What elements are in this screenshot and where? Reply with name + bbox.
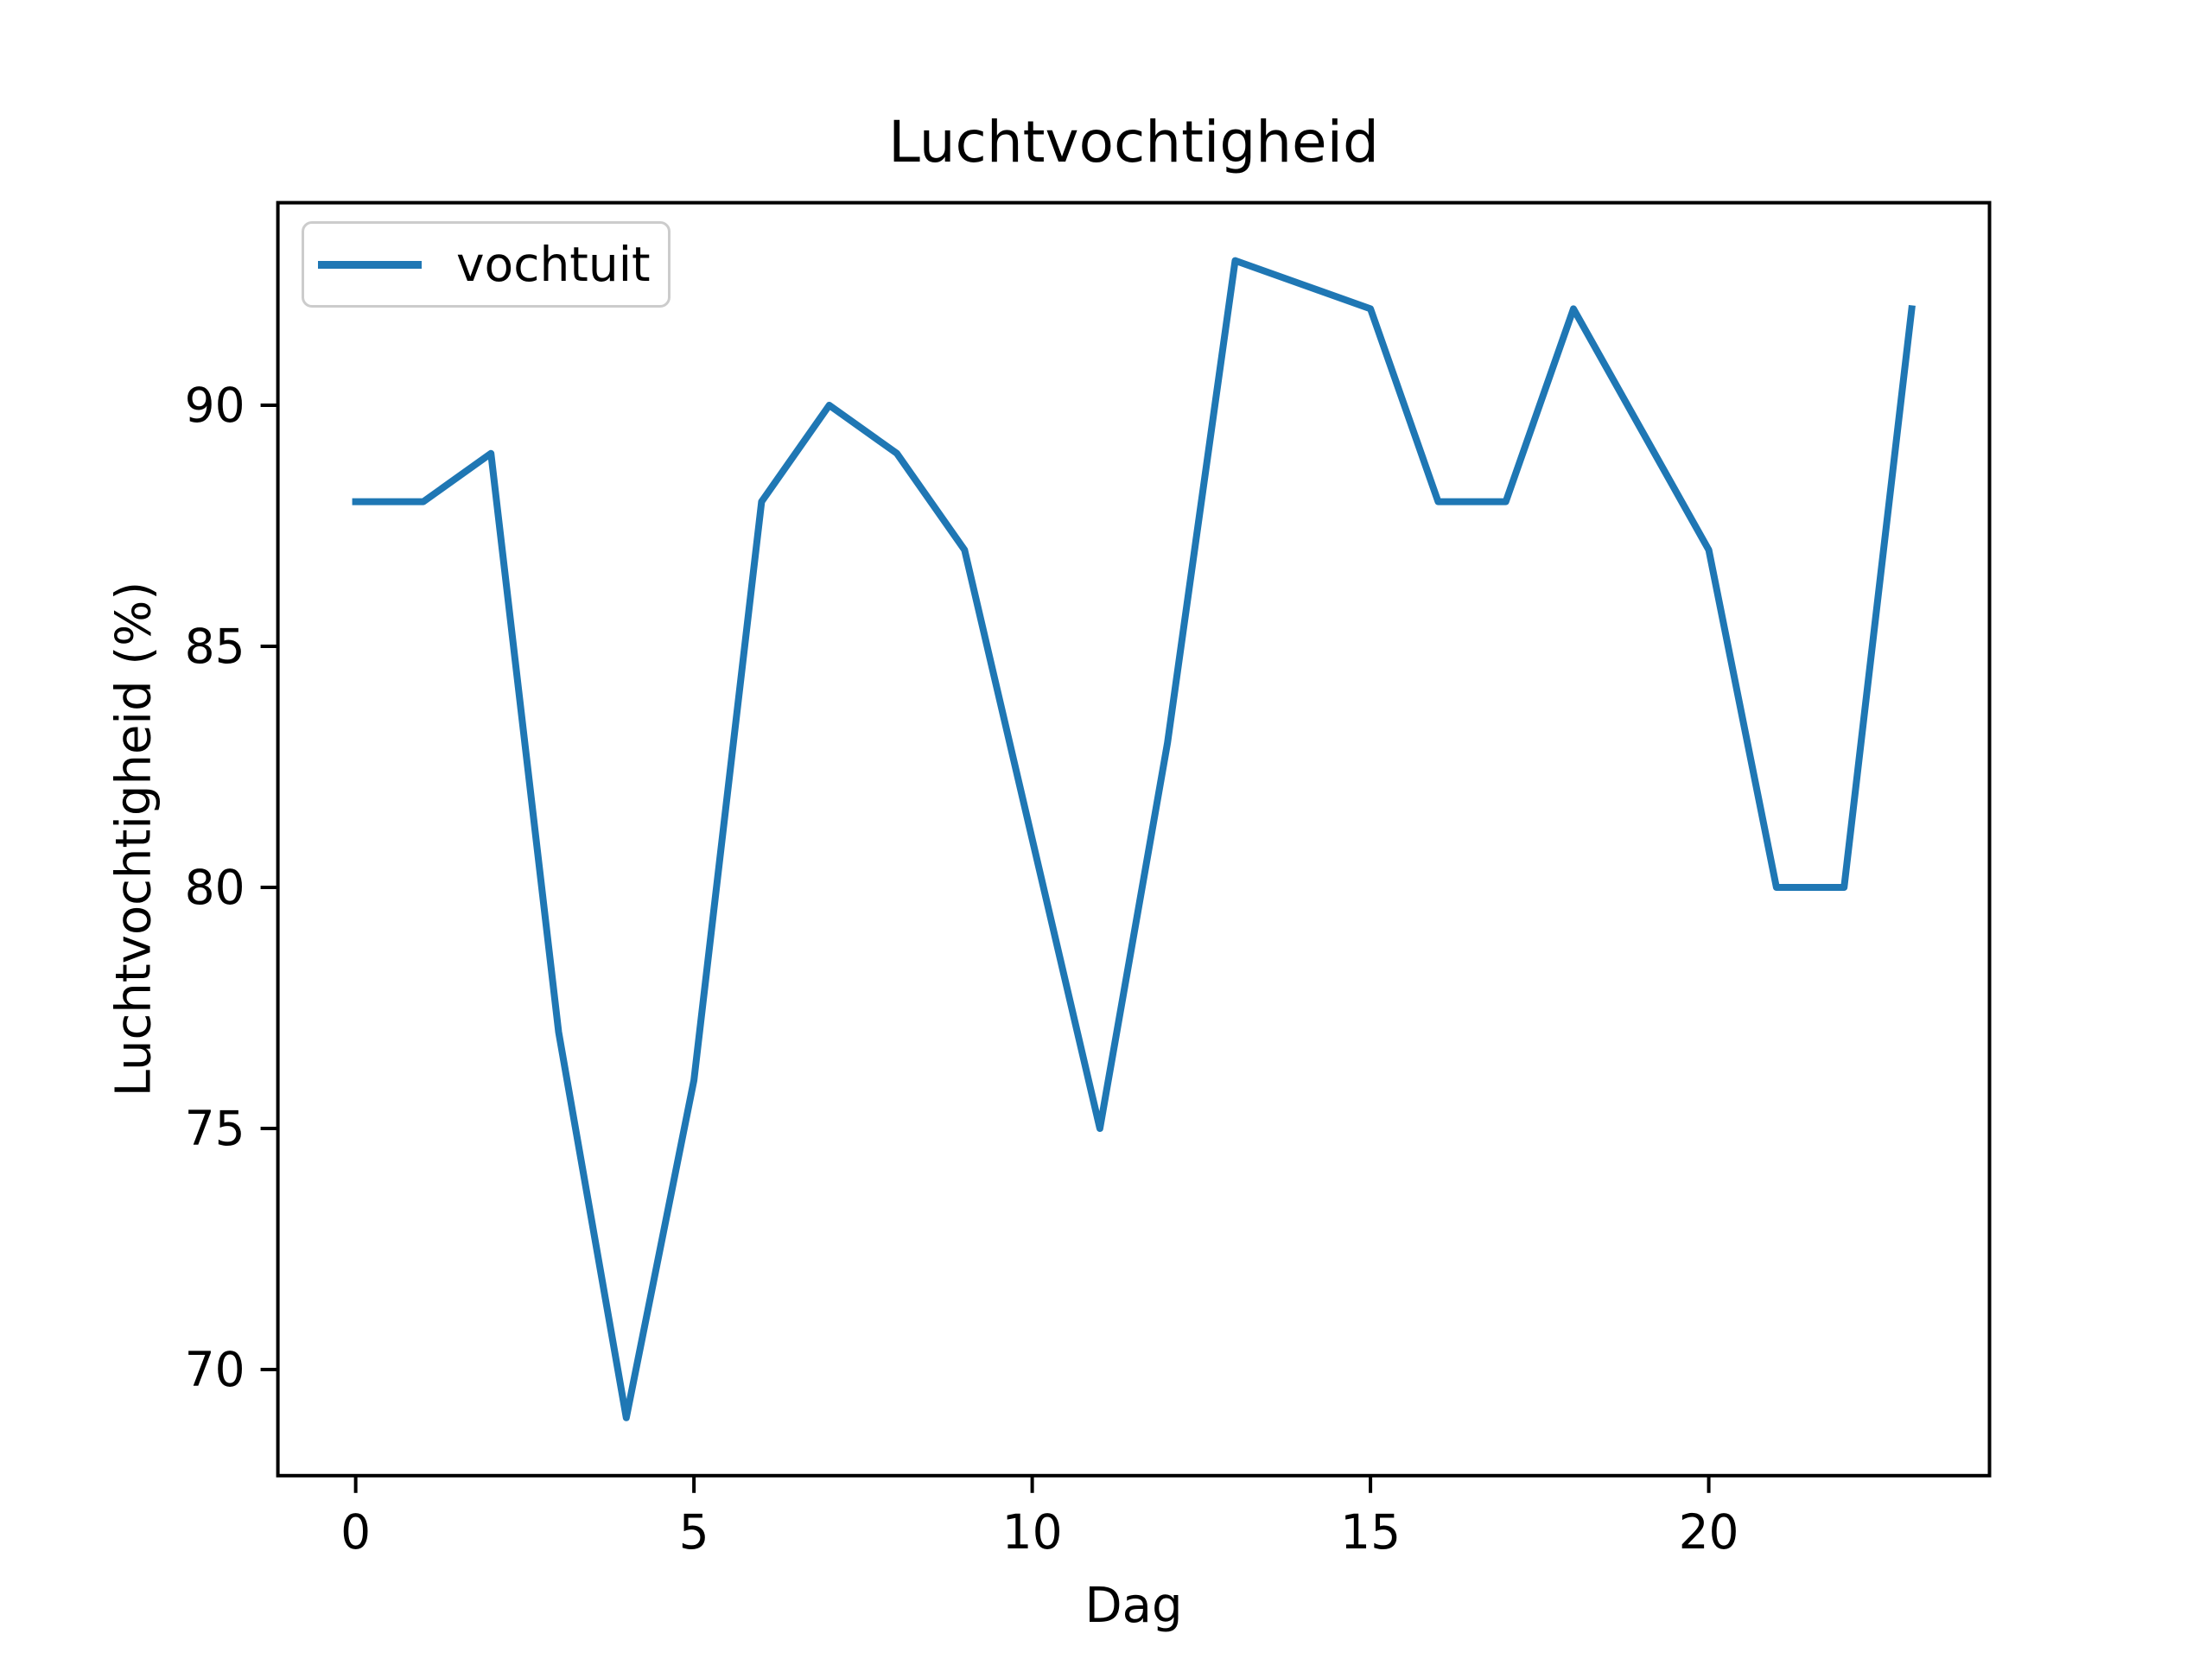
axes-spines: [276, 200, 1992, 1478]
x-tick-label: 20: [1678, 1503, 1739, 1560]
x-tick-label: 15: [1340, 1503, 1402, 1560]
humidity-line-series: [352, 257, 1916, 1421]
chart-title: Luchtvochtigheid: [888, 109, 1379, 175]
y-tick-label: 80: [184, 860, 245, 915]
x-tick-label: 5: [678, 1503, 709, 1560]
y-tick-label: 75: [184, 1101, 245, 1157]
x-tick-label: 0: [340, 1503, 372, 1560]
y-tick-label: 85: [184, 618, 245, 674]
axis-ticks: [260, 403, 1711, 1493]
x-axis-label: Dag: [1084, 1578, 1183, 1634]
legend-box: vochtuit: [302, 221, 671, 308]
legend-line-sample: [318, 260, 422, 269]
x-tick-label: 10: [1001, 1503, 1063, 1560]
legend-label: vochtuit: [456, 237, 651, 292]
y-tick-label: 70: [184, 1342, 245, 1398]
y-tick-label: 90: [184, 377, 245, 433]
